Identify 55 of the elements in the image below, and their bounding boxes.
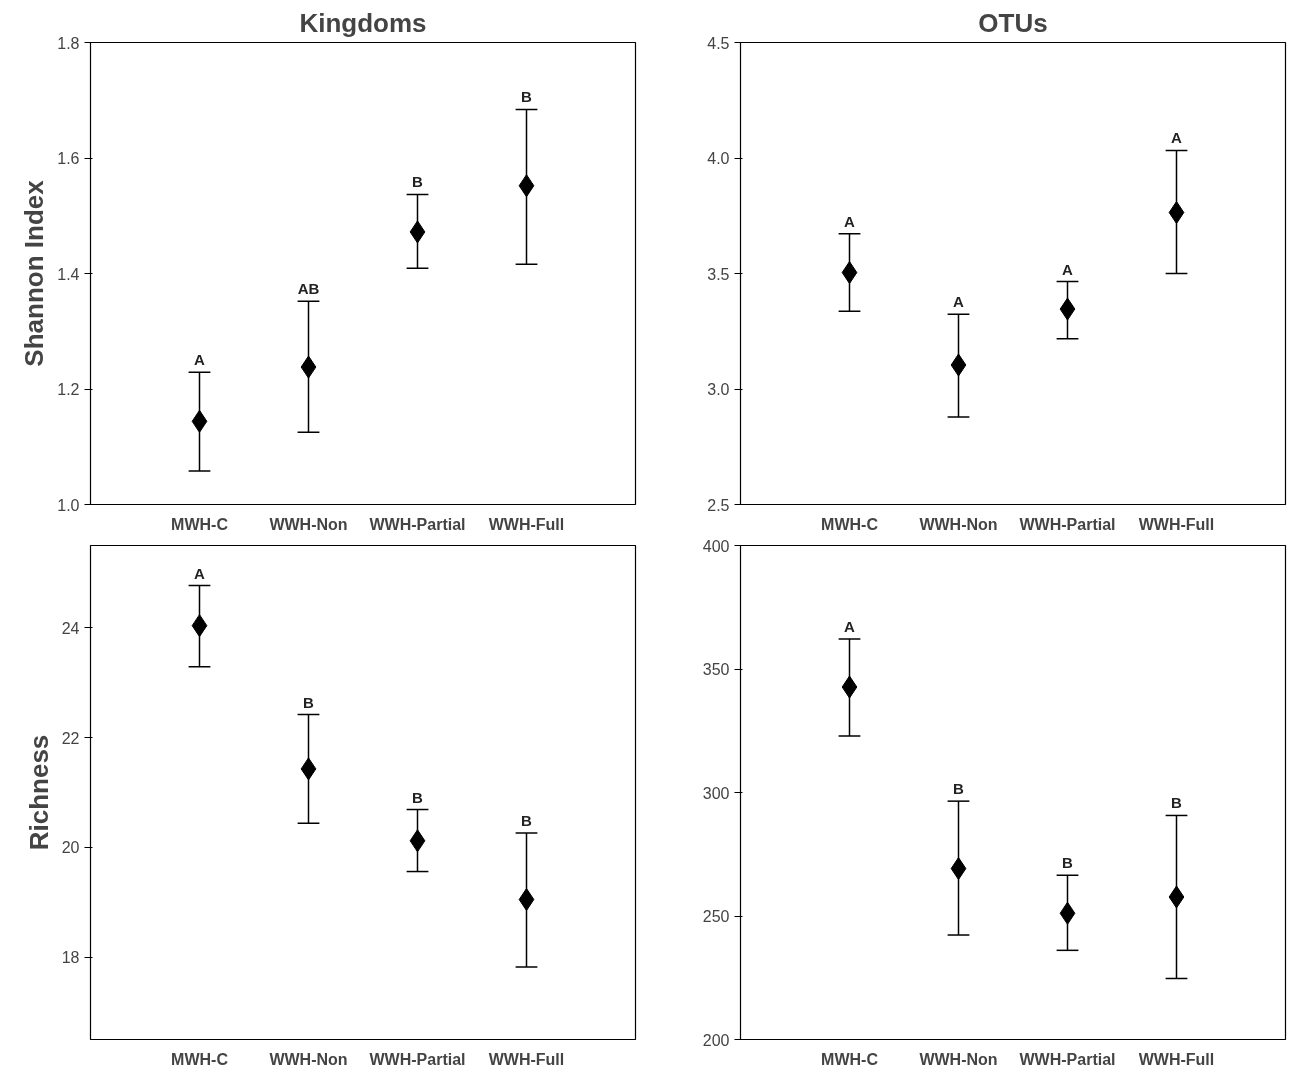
- x-tick-label: WWH-Non: [919, 1050, 998, 1068]
- y-tick-label: 400: [702, 537, 730, 555]
- annotation: A: [1171, 129, 1183, 147]
- annotation: B: [953, 780, 965, 798]
- annotation: B: [521, 88, 533, 106]
- y-axis-title: Richness: [23, 734, 54, 851]
- chart-title: Kingdoms: [299, 7, 427, 38]
- y-tick-label: 3.5: [707, 265, 730, 283]
- annotation: A: [844, 618, 856, 636]
- y-tick-label: 1.8: [57, 34, 80, 52]
- annotation: B: [1062, 854, 1074, 872]
- chart-title: OTUs: [978, 7, 1048, 38]
- y-tick-label: 4.5: [707, 34, 730, 52]
- y-tick-label: 20: [61, 839, 80, 857]
- x-tick-label: WWH-Partial: [369, 515, 466, 533]
- x-tick-label: WWH-Full: [1138, 1050, 1215, 1068]
- y-tick-label: 350: [702, 661, 730, 678]
- x-tick-label: WWH-Partial: [369, 1050, 466, 1068]
- x-tick-label: MWH-C: [821, 1050, 879, 1068]
- y-tick-label: 3.0: [707, 381, 730, 398]
- annotation: B: [521, 812, 533, 830]
- annotation: A: [953, 293, 965, 311]
- x-tick-label: WWH-Full: [1138, 515, 1215, 533]
- annotation: A: [194, 564, 206, 582]
- annotation: B: [412, 173, 424, 191]
- annotation: B: [1171, 794, 1183, 812]
- y-tick-label: 2.5: [707, 496, 730, 514]
- y-tick-label: 1.6: [57, 150, 80, 167]
- x-tick-label: WWH-Full: [488, 1050, 565, 1068]
- annotation: A: [1062, 260, 1074, 278]
- y-tick-label: 1.2: [57, 381, 80, 398]
- y-tick-label: 18: [61, 949, 80, 967]
- y-tick-label: 1.0: [57, 496, 80, 514]
- x-tick-label: WWH-Non: [269, 1050, 348, 1068]
- y-tick-label: 200: [702, 1031, 730, 1049]
- annotation: A: [194, 351, 206, 369]
- annotation: B: [412, 788, 424, 806]
- annotation: AB: [297, 280, 320, 298]
- y-tick-label: 1.4: [57, 265, 80, 283]
- y-tick-label: 24: [61, 619, 80, 637]
- x-tick-label: WWH-Full: [488, 515, 565, 533]
- x-tick-label: WWH-Non: [269, 515, 348, 533]
- annotation: A: [844, 212, 856, 230]
- x-tick-label: WWH-Non: [919, 515, 998, 533]
- annotation: B: [303, 693, 315, 711]
- x-tick-label: WWH-Partial: [1019, 515, 1116, 533]
- x-tick-label: MWH-C: [171, 515, 229, 533]
- x-tick-label: MWH-C: [821, 515, 879, 533]
- y-tick-label: 250: [702, 908, 730, 925]
- y-tick-label: 300: [702, 784, 730, 802]
- y-tick-label: 4.0: [707, 150, 730, 167]
- x-tick-label: WWH-Partial: [1019, 1050, 1116, 1068]
- x-tick-label: MWH-C: [171, 1050, 229, 1068]
- y-tick-label: 22: [61, 729, 80, 747]
- y-axis-title: Shannon Index: [19, 179, 50, 367]
